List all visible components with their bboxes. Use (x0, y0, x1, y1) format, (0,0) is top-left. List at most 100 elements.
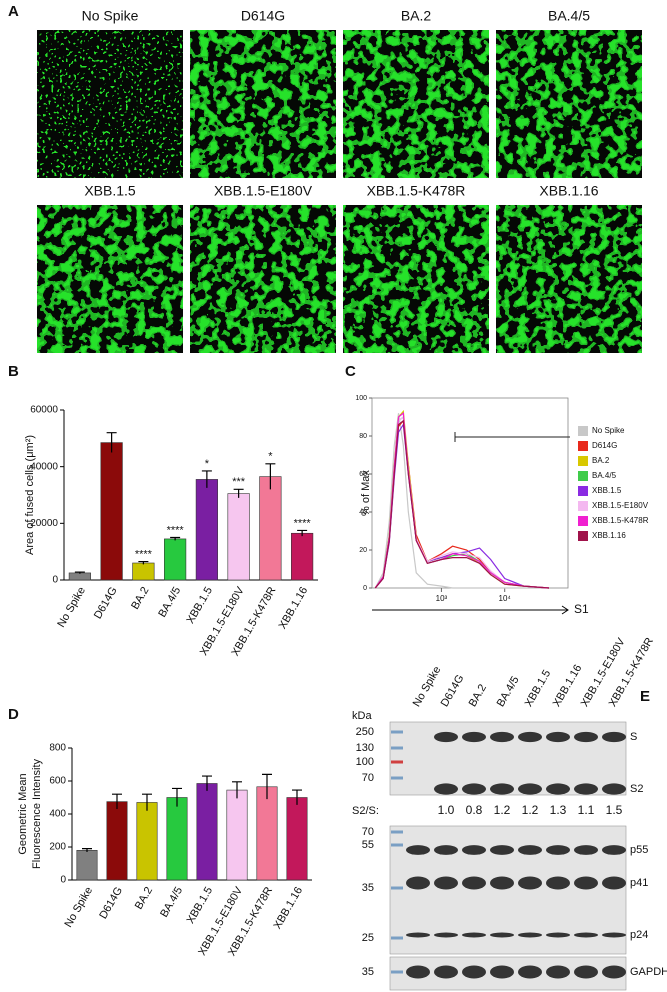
band-label: p24 (630, 929, 648, 941)
ladder-band (391, 830, 403, 834)
ladder-band (391, 730, 403, 734)
blot-band (574, 783, 598, 795)
panel-label: A (8, 3, 19, 20)
y-axis-label: % of Max (360, 470, 372, 516)
legend-swatch (578, 531, 588, 541)
legend-swatch (578, 456, 588, 466)
y-tick-label: 100 (355, 395, 367, 402)
blot-band (434, 932, 458, 938)
blot-band (602, 783, 626, 795)
legend-swatch (578, 516, 588, 526)
blot-band (462, 731, 486, 743)
ratio-value: 1.0 (438, 803, 455, 817)
blot-band (462, 932, 486, 938)
bar (286, 797, 308, 881)
error-bar (142, 793, 152, 811)
band-label: p41 (630, 877, 648, 889)
significance: *** (232, 476, 246, 488)
ratio-value: 1.1 (578, 803, 595, 817)
blot-band (406, 845, 430, 855)
x-tick-label: BA.2 (133, 885, 155, 912)
significance: **** (294, 517, 312, 529)
blot-band (490, 965, 514, 979)
blot-band (546, 965, 570, 979)
bar (132, 562, 155, 581)
ladder-band (391, 746, 403, 750)
blot-band (602, 965, 626, 979)
band-label: p55 (630, 844, 648, 856)
unit-label: kDa (352, 710, 372, 722)
histogram-line (374, 419, 549, 589)
image-title: No Spike (82, 8, 139, 24)
blot-band (518, 965, 542, 979)
x-tick-label: D614G (97, 885, 125, 921)
y-axis-label: Geometric Mean (17, 773, 29, 854)
marker-label: 35 (362, 966, 374, 978)
y-tick-label: 400 (49, 809, 66, 820)
blot-band (434, 731, 458, 743)
y-tick-label: 60 (359, 471, 367, 478)
error-bar (82, 848, 92, 852)
blot-band (574, 965, 598, 979)
micrograph-signal (37, 30, 183, 178)
image-title: XBB.1.5-E180V (214, 183, 313, 199)
significance: **** (135, 548, 153, 560)
micrograph-signal (343, 205, 489, 353)
x-tick-label: BA.4/5 (158, 885, 185, 920)
legend-swatch (578, 486, 588, 496)
blot-band (406, 965, 430, 979)
histogram-line (374, 419, 549, 589)
y-tick-label: 80 (359, 433, 367, 440)
x-tick-label: 10⁴ (499, 594, 512, 603)
blot-band (434, 783, 458, 795)
blot-band (434, 845, 458, 855)
y-axis-label: Area of fused cells (μm²) (24, 435, 36, 555)
histogram-line (374, 413, 549, 589)
error-bar (233, 488, 244, 498)
blot-band (518, 731, 542, 743)
blot-band (602, 876, 626, 890)
legend-label: XBB.1.5 (592, 486, 622, 495)
error-bar (170, 536, 181, 541)
image-title: XBB.1.16 (539, 183, 598, 199)
panel-label: E (640, 688, 650, 705)
micrograph-signal (37, 205, 183, 353)
blot-band (434, 965, 458, 979)
error-bar (297, 529, 308, 537)
error-bar (138, 560, 149, 565)
legend-label: XBB.1.16 (592, 531, 626, 540)
x-tick-label: 10³ (436, 594, 448, 603)
image-title: XBB.1.5 (84, 183, 136, 199)
x-tick-label: No Spike (62, 885, 95, 930)
histogram-line (374, 422, 549, 589)
error-bar (201, 470, 212, 488)
error-bar (106, 432, 117, 453)
legend-label: BA.4/5 (592, 471, 617, 480)
y-tick-label: 800 (49, 743, 66, 754)
blot-band (574, 876, 598, 890)
band-label: S (630, 731, 637, 743)
bar (164, 538, 187, 581)
error-bar (74, 571, 85, 574)
significance: **** (167, 524, 185, 536)
legend-swatch (578, 501, 588, 511)
legend-label: No Spike (592, 426, 625, 435)
bar (195, 479, 218, 581)
histogram-line (374, 409, 549, 589)
blot-band (490, 731, 514, 743)
ladder-band (391, 776, 403, 780)
blot-band (546, 731, 570, 743)
marker-label: 35 (362, 882, 374, 894)
blot-band (462, 965, 486, 979)
y-tick-label: 40 (359, 509, 367, 516)
x-tick-label: XBB.1.16 (277, 585, 311, 631)
image-title: XBB.1.5-K478R (367, 183, 466, 199)
ratio-label: S2/S: (352, 805, 379, 817)
bar (226, 789, 248, 881)
blot-band (490, 876, 514, 890)
image-title: D614G (241, 8, 285, 24)
significance: * (268, 451, 273, 463)
x-tick-label: No Spike (55, 585, 88, 630)
blot-band (574, 845, 598, 855)
